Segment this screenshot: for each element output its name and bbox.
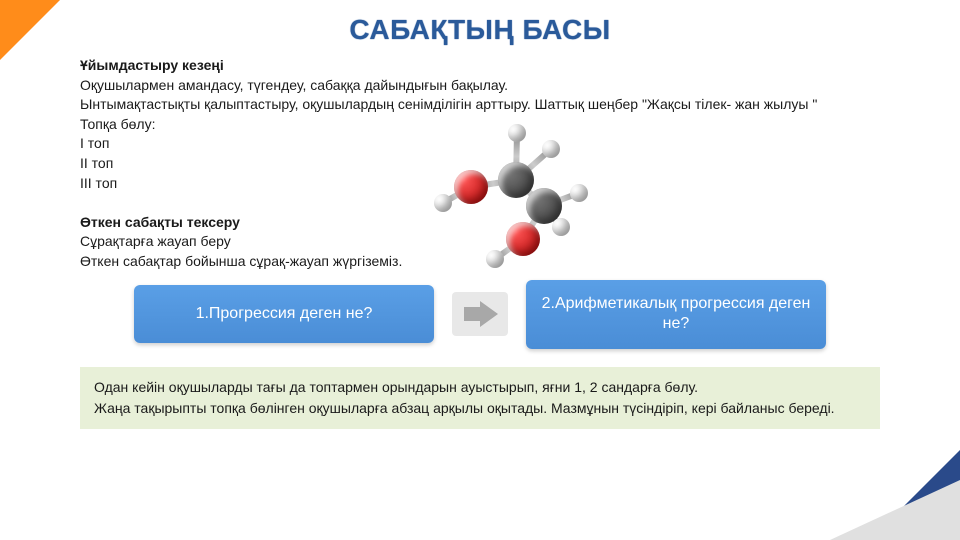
molecule-atom-h [542,140,560,158]
molecule-atom-h [508,124,526,142]
intro-line-2: Оқушылармен амандасу, түгендеу, сабаққа … [80,76,880,96]
corner-accent-top [0,0,60,60]
molecule-diagram [420,118,600,278]
question-row: 1.Прогрессия деген не? 2.Арифметикалық п… [0,280,960,350]
footer-line-2: Жаңа тақырыпты топқа бөлінген оқушыларға… [94,398,866,419]
intro-line-3: Ынтымақтастықты қалыптастыру, оқушыларды… [80,95,880,115]
arrow-right-icon [452,292,508,336]
footer-text-block: Одан кейін оқушыларды тағы да топтармен … [80,367,880,429]
page-title: САБАҚТЫҢ БАСЫ [0,0,960,46]
molecule-atom-o [454,170,488,204]
molecule-atom-h [552,218,570,236]
question-box-1: 1.Прогрессия деген не? [134,285,434,343]
molecule-atom-c [498,162,534,198]
molecule-atom-h [570,184,588,202]
question-box-2: 2.Арифметикалық прогрессия деген не? [526,280,826,350]
molecule-atom-h [434,194,452,212]
footer-line-1: Одан кейін оқушыларды тағы да топтармен … [94,377,866,398]
molecule-atom-o [506,222,540,256]
molecule-atom-h [486,250,504,268]
intro-line-1: Ұйымдастыру кезеңі [80,56,880,76]
